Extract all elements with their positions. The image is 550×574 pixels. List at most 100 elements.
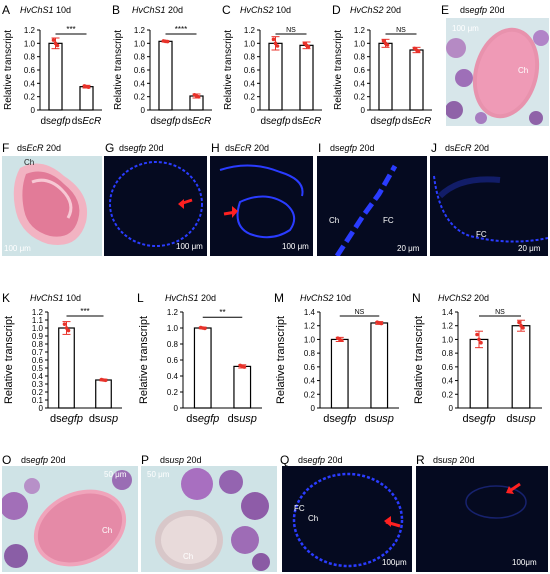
panel-B: B HvChS1 20d 0 0.2 0.4 0.6 0.8 1.0 1.2 Relative… [110, 0, 220, 140]
y-axis-label: Relative transcript [223, 30, 234, 110]
data-point [381, 39, 386, 43]
y-tick-label: 0 [251, 106, 256, 115]
panel-title: dsegfp 20d [21, 455, 66, 465]
data-point [240, 364, 245, 369]
y-tick-label: 0.8 [32, 340, 44, 349]
scale-bar-label: 100μm [382, 558, 407, 567]
y-tick-label: 0.4 [244, 79, 256, 88]
panel-label: F [2, 141, 10, 155]
bar [511, 325, 531, 409]
y-tick-label: 1.2 [24, 26, 36, 35]
x-tick-label: dsegfp [323, 413, 356, 425]
significance-label: **** [175, 25, 187, 34]
y-tick-label: 1.2 [167, 308, 179, 317]
significance-label: ** [219, 308, 225, 317]
y-tick-label: 0.9 [32, 332, 44, 341]
fluorescence-image-J: FC 20 μm [430, 156, 548, 256]
panel-label: D [332, 3, 341, 17]
data-point [271, 37, 276, 42]
scale-bar-label: 100μm [512, 558, 537, 567]
data-point [383, 41, 388, 46]
data-point [414, 48, 419, 52]
panel-N: N HvChS2 20d 0 0.2 0.4 0.6 0.8 1.0 1.2 1.4 Relat… [410, 290, 550, 440]
bar [330, 338, 349, 409]
bar [48, 42, 63, 111]
y-tick-label: 0.8 [244, 53, 256, 62]
data-point [337, 337, 342, 342]
x-tick-label: dsegfp [150, 116, 180, 127]
y-tick-label: 0.8 [442, 349, 454, 358]
panel-A: A HvChS1 10d 0 0.2 0.4 0.6 0.8 1.0 1.2 Relative… [0, 0, 110, 140]
y-tick-label: 0 [174, 404, 179, 413]
x-tick-label: dsusp [506, 413, 535, 425]
data-point [273, 41, 278, 46]
histology-image-O: 50 μm Ch [2, 466, 138, 572]
scale-bar-label: 20 μm [397, 244, 420, 253]
y-tick-label: 0.2 [24, 93, 36, 102]
significance-label: *** [80, 307, 89, 316]
data-point [53, 41, 58, 46]
y-tick-label: 0.4 [32, 372, 44, 381]
panel-label: A [2, 3, 11, 17]
histology-image-E: 100 μm Ch [446, 18, 549, 126]
x-tick-label: dsegfp [260, 116, 290, 127]
data-point [64, 326, 69, 330]
chorion-label: Ch [102, 526, 113, 535]
y-tick-label: 1.2 [442, 322, 454, 331]
panel-title: dsEcR 20d [17, 143, 62, 153]
y-tick-label: 0.8 [24, 53, 36, 62]
bar [370, 322, 389, 409]
data-point [163, 39, 168, 44]
chart-K: 00.10.20.30.40.50.60.70.80.91.01.11.2 Rel… [3, 307, 122, 425]
x-tick-label: dsegfp [370, 116, 400, 127]
y-tick-label: 0.6 [134, 66, 146, 75]
y-axis-label: Relative transcript [333, 30, 344, 110]
y-tick-label: 0.7 [32, 348, 44, 357]
y-axis-label: Relative transcript [113, 30, 124, 110]
y-tick-label: 0.4 [24, 79, 36, 88]
y-tick-label: 0.6 [244, 66, 256, 75]
y-tick-label: 0 [31, 106, 36, 115]
x-tick-label: dsEcR [182, 116, 211, 127]
significance-label: NS [286, 27, 296, 34]
y-axis-label: Relative transcript [3, 316, 15, 404]
y-tick-label: 0.6 [32, 356, 44, 365]
y-tick-label: 0 [311, 404, 316, 413]
y-tick-label: 1.4 [304, 308, 316, 317]
y-tick-label: 0 [39, 404, 44, 413]
y-tick-label: 0.1 [32, 396, 44, 405]
x-tick-label: dsusp [89, 413, 118, 425]
x-tick-label: dsEcR [292, 116, 321, 127]
panel-label: B [112, 3, 121, 17]
panel-title: dsegfp 20d [460, 5, 505, 15]
panel-title: HvChS2 20d [438, 293, 490, 303]
y-tick-label: 1.0 [32, 324, 44, 333]
fluorescence-image-G: 100 μm [104, 156, 207, 256]
significance-label: NS [355, 309, 365, 316]
panel-label: I [318, 141, 322, 155]
y-tick-label: 0.4 [167, 372, 179, 381]
y-tick-label: 1.1 [32, 316, 44, 325]
y-tick-label: 1.0 [304, 335, 316, 344]
data-point [66, 328, 71, 333]
panel-title: HvChS2 10d [300, 293, 352, 303]
data-point [51, 38, 56, 42]
bar [299, 44, 314, 111]
y-tick-label: 0.3 [32, 380, 44, 389]
follicle-cell-label: FC [383, 216, 394, 225]
y-tick-label: 1.0 [354, 39, 366, 48]
panel-label: C [222, 3, 231, 17]
y-tick-label: 0.6 [24, 66, 36, 75]
scale-bar-label: 20 μm [518, 244, 541, 253]
y-axis-label: Relative transcript [275, 316, 287, 404]
data-point [275, 44, 280, 48]
data-point [377, 321, 382, 325]
y-tick-label: 0.2 [354, 93, 366, 102]
y-tick-label: 0 [141, 106, 146, 115]
data-point [200, 326, 205, 330]
y-axis-label: Relative transcript [138, 316, 150, 404]
panel-label: L [137, 291, 144, 305]
panel-D: D HvChS2 20d 0 0.2 0.4 0.6 0.8 1.0 1.2 Relative… [330, 0, 440, 140]
y-tick-label: 0.8 [167, 340, 179, 349]
chart-A: 0 0.2 0.4 0.6 0.8 1.0 1.2 Relative transcript ds… [3, 25, 102, 127]
